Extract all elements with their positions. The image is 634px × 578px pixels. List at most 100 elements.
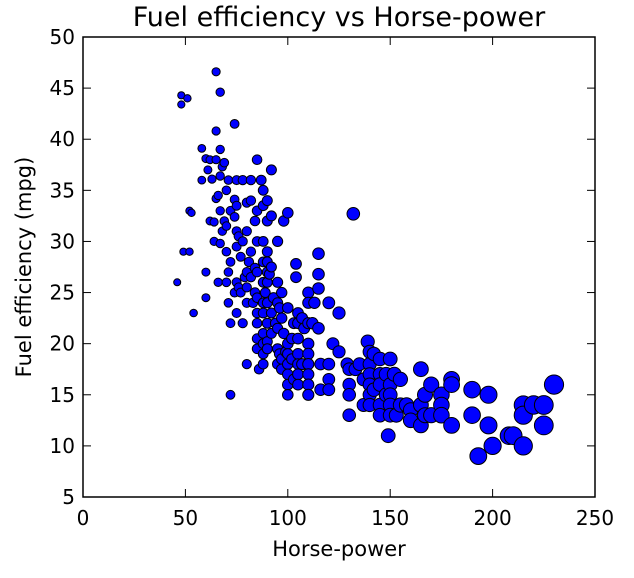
data-point xyxy=(513,436,533,456)
data-point xyxy=(433,406,450,424)
data-point xyxy=(201,293,211,303)
y-axis-label: Fuel efficiency (mpg) xyxy=(12,157,36,378)
data-point xyxy=(201,267,211,277)
data-point xyxy=(215,171,225,181)
data-point xyxy=(223,267,234,277)
data-point xyxy=(257,358,269,370)
data-point xyxy=(215,144,225,155)
data-point xyxy=(463,380,481,399)
data-point xyxy=(211,155,221,165)
data-point xyxy=(237,236,248,247)
data-point xyxy=(213,190,223,201)
ticks-layer: 0 50 100 150 200 250 5 10 15 20 25 30 35 40 45 50 xyxy=(50,25,615,530)
data-point xyxy=(290,271,302,284)
data-point xyxy=(215,238,225,249)
data-point xyxy=(423,376,440,393)
data-point xyxy=(292,332,304,345)
data-point xyxy=(312,247,325,260)
data-point xyxy=(241,226,252,237)
data-point xyxy=(272,276,284,288)
data-point xyxy=(255,174,267,186)
data-point xyxy=(229,212,240,222)
data-point xyxy=(302,388,315,401)
data-point xyxy=(173,278,182,287)
data-point xyxy=(302,368,315,381)
data-point xyxy=(177,100,186,109)
data-point xyxy=(223,298,234,308)
data-point xyxy=(265,307,277,319)
x-tick-label: 200 xyxy=(474,506,512,530)
x-tick-label: 250 xyxy=(576,506,614,530)
plot-frame xyxy=(82,36,596,498)
data-point xyxy=(225,318,236,329)
data-point xyxy=(251,317,263,329)
data-point xyxy=(221,185,232,196)
chart-title: Fuel efficiency vs Horse-power xyxy=(133,2,546,33)
x-axis-label: Horse-power xyxy=(272,537,406,561)
data-point xyxy=(332,345,346,359)
data-point xyxy=(382,351,398,367)
data-point xyxy=(380,428,396,444)
data-point xyxy=(282,207,294,219)
data-point xyxy=(207,174,217,184)
y-tick-label: 45 xyxy=(50,76,75,100)
data-point xyxy=(203,165,213,175)
data-point xyxy=(211,126,221,136)
data-point xyxy=(479,385,498,404)
data-point xyxy=(290,258,302,270)
data-point xyxy=(322,296,336,310)
data-point xyxy=(257,184,269,196)
data-point xyxy=(302,347,315,360)
data-point xyxy=(312,322,325,335)
data-point xyxy=(322,357,336,371)
data-point xyxy=(479,416,498,435)
data-point xyxy=(215,206,225,216)
y-tick-label: 25 xyxy=(50,281,75,305)
data-point xyxy=(302,358,315,371)
data-point xyxy=(308,296,321,309)
data-point xyxy=(533,395,554,415)
data-point xyxy=(215,87,225,97)
data-point xyxy=(197,175,207,185)
y-tick-label: 30 xyxy=(50,229,75,253)
x-tick-label: 150 xyxy=(371,506,409,530)
data-point xyxy=(189,308,198,318)
data-point xyxy=(261,246,273,258)
data-point xyxy=(185,247,194,256)
data-point xyxy=(251,266,263,278)
y-tick-label: 15 xyxy=(50,383,75,407)
data-point xyxy=(231,200,242,211)
data-point xyxy=(292,378,304,391)
data-point xyxy=(257,236,269,247)
data-point xyxy=(225,389,236,400)
data-point xyxy=(221,221,232,231)
data-point xyxy=(302,378,315,391)
y-tick-label: 5 xyxy=(62,485,75,509)
data-point xyxy=(219,157,230,168)
data-point xyxy=(245,246,257,257)
data-point xyxy=(197,144,207,153)
x-tick-label: 100 xyxy=(269,506,307,530)
data-point xyxy=(213,277,223,287)
data-point xyxy=(261,343,273,355)
data-point xyxy=(346,207,361,221)
data-point xyxy=(292,368,304,381)
data-point xyxy=(342,408,357,423)
data-point xyxy=(251,154,263,165)
data-point xyxy=(463,406,481,425)
data-point xyxy=(282,302,294,314)
data-point xyxy=(245,195,257,206)
data-point xyxy=(187,208,196,218)
data-point xyxy=(249,215,261,227)
y-tick-label: 10 xyxy=(50,434,75,458)
data-point xyxy=(243,256,255,268)
data-point xyxy=(443,376,461,394)
data-point xyxy=(443,417,461,434)
data-point xyxy=(276,312,288,324)
data-point xyxy=(211,67,221,77)
data-point xyxy=(342,388,357,402)
points-layer xyxy=(173,67,565,466)
y-tick-label: 40 xyxy=(50,127,75,151)
